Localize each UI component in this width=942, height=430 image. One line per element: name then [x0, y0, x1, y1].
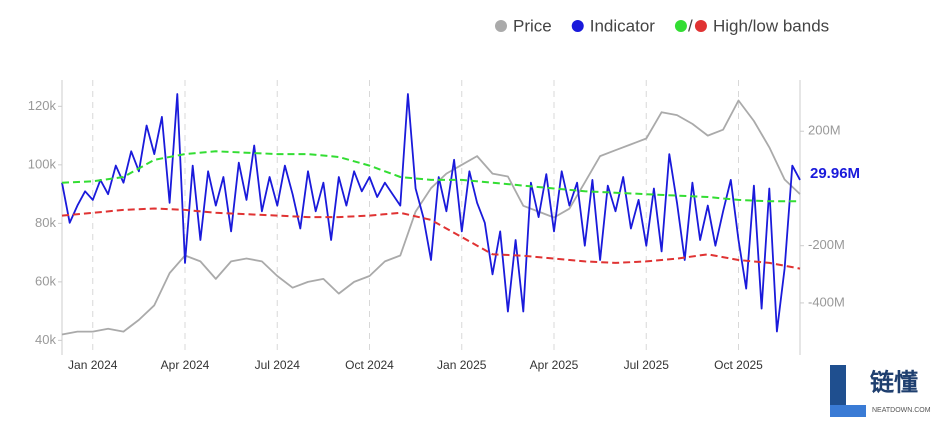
y-tick-label: 60k [35, 273, 56, 288]
y2-tick-label: 200M [808, 123, 841, 138]
legend-marker [571, 20, 584, 32]
x-tick-label: Apr 2025 [530, 358, 579, 372]
series-line [61, 93, 801, 333]
x-tick-label: Jan 2024 [68, 358, 118, 372]
x-tick-label: Jul 2025 [624, 358, 670, 372]
legend-marker [495, 20, 507, 32]
logo-bar [830, 365, 846, 417]
legend-label: Price [513, 16, 552, 35]
x-tick-label: Jan 2025 [437, 358, 487, 372]
x-tick-label: Oct 2024 [345, 358, 394, 372]
low-band [61, 207, 801, 270]
y-tick-label: 120k [28, 98, 57, 113]
legend-marker [674, 20, 687, 32]
legend-label: High/low bands [713, 16, 829, 35]
watermark-site: NEATDOWN.COM [872, 407, 931, 414]
watermark-name: 链懂 [870, 368, 918, 396]
last-value-label: 29.96M [810, 165, 860, 182]
x-tick-label: Apr 2024 [161, 358, 210, 372]
logo-foot [830, 405, 866, 417]
x-tick-label: Oct 2025 [714, 358, 763, 372]
y-tick-label: 80k [35, 215, 56, 230]
y-tick-label: 40k [35, 332, 56, 347]
legend-label: Indicator [590, 16, 656, 35]
legend-marker [694, 20, 707, 32]
y2-tick-label: -200M [808, 237, 845, 252]
y2-tick-label: -400M [808, 294, 845, 309]
watermark-logo: 链懂 NEATDOWN.COM [830, 365, 931, 417]
y-tick-label: 100k [28, 156, 57, 171]
legend-separator: / [688, 16, 693, 35]
high-band [61, 150, 800, 203]
x-tick-label: Jul 2024 [255, 358, 301, 372]
